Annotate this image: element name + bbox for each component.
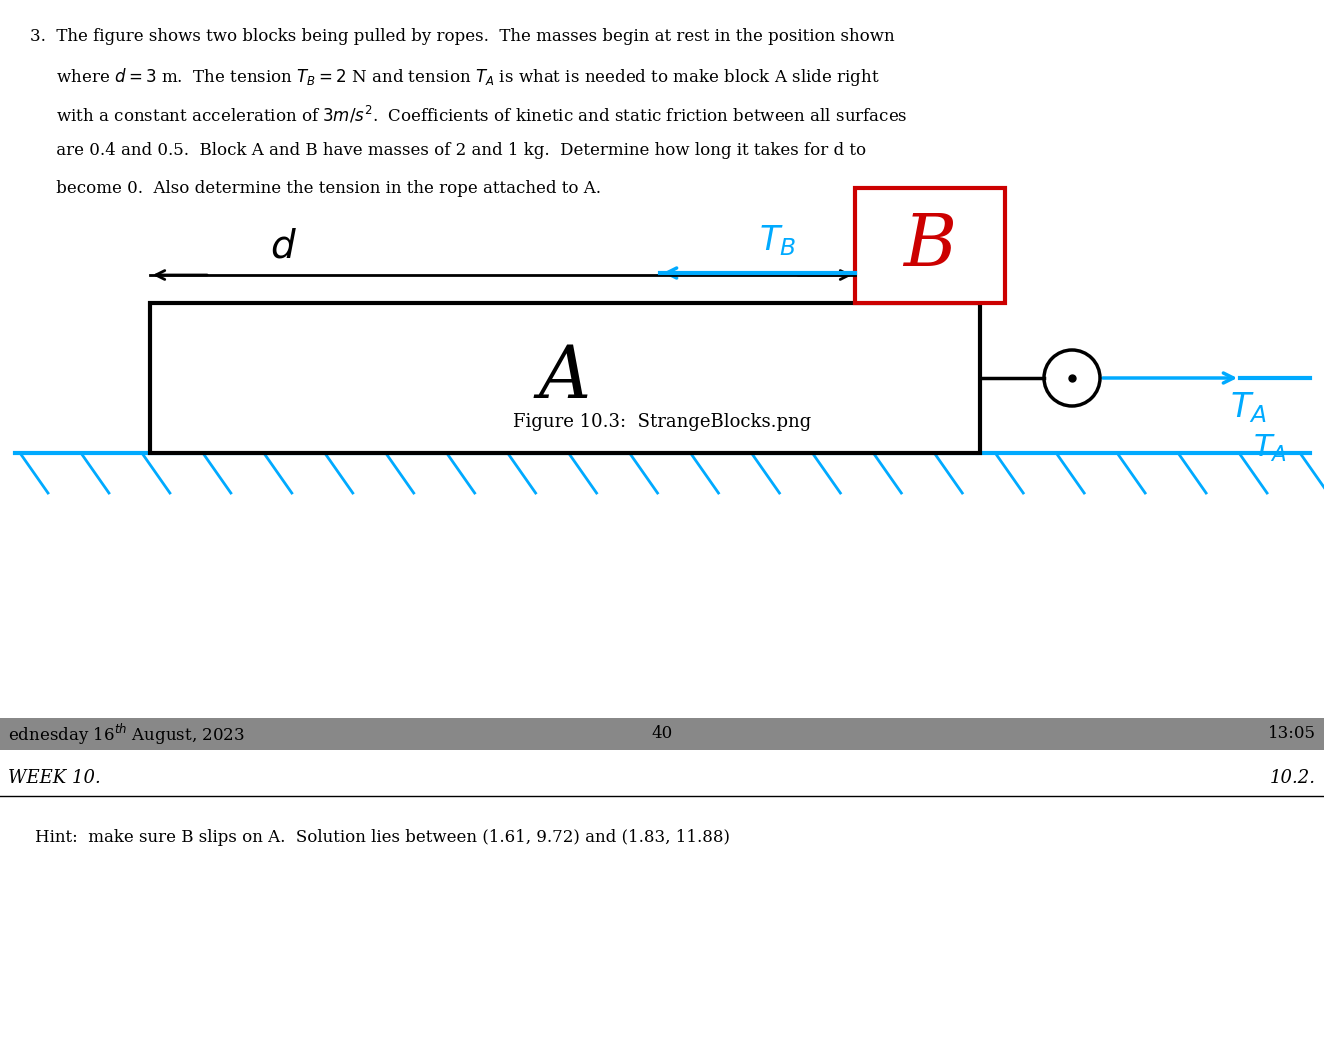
Text: 3.  The figure shows two blocks being pulled by ropes.  The masses begin at rest: 3. The figure shows two blocks being pul… <box>30 28 895 45</box>
Text: B: B <box>903 211 956 281</box>
Text: $T_A$: $T_A$ <box>1230 390 1267 424</box>
Text: 40: 40 <box>651 725 673 742</box>
Bar <box>0 718 1324 750</box>
Text: $T_A$: $T_A$ <box>1253 433 1287 464</box>
Text: $T_B$: $T_B$ <box>759 223 796 258</box>
Text: A: A <box>539 343 591 413</box>
Text: 13:05: 13:05 <box>1268 725 1316 742</box>
Text: 10.2.: 10.2. <box>1270 769 1316 787</box>
Text: $d$: $d$ <box>270 228 297 265</box>
Text: with a constant acceleration of $3m/s^2$.  Coefficients of kinetic and static fr: with a constant acceleration of $3m/s^2$… <box>30 104 908 125</box>
Text: WEEK 10.: WEEK 10. <box>8 769 101 787</box>
Text: ednesday 16$^{th}$ August, 2023: ednesday 16$^{th}$ August, 2023 <box>8 721 245 746</box>
Text: where $d = 3$ m.  The tension $T_B = 2$ N and tension $T_A$ is what is needed to: where $d = 3$ m. The tension $T_B = 2$ N… <box>30 66 879 88</box>
Text: become 0.  Also determine the tension in the rope attached to A.: become 0. Also determine the tension in … <box>30 180 601 197</box>
Bar <box>150 303 980 453</box>
Text: Hint:  make sure B slips on A.  Solution lies between (1.61, 9.72) and (1.83, 11: Hint: make sure B slips on A. Solution l… <box>34 830 730 847</box>
Text: are 0.4 and 0.5.  Block A and B have masses of 2 and 1 kg.  Determine how long i: are 0.4 and 0.5. Block A and B have mass… <box>30 141 866 159</box>
Text: Figure 10.3:  StrangeBlocks.png: Figure 10.3: StrangeBlocks.png <box>512 413 812 431</box>
Bar <box>855 188 1005 303</box>
